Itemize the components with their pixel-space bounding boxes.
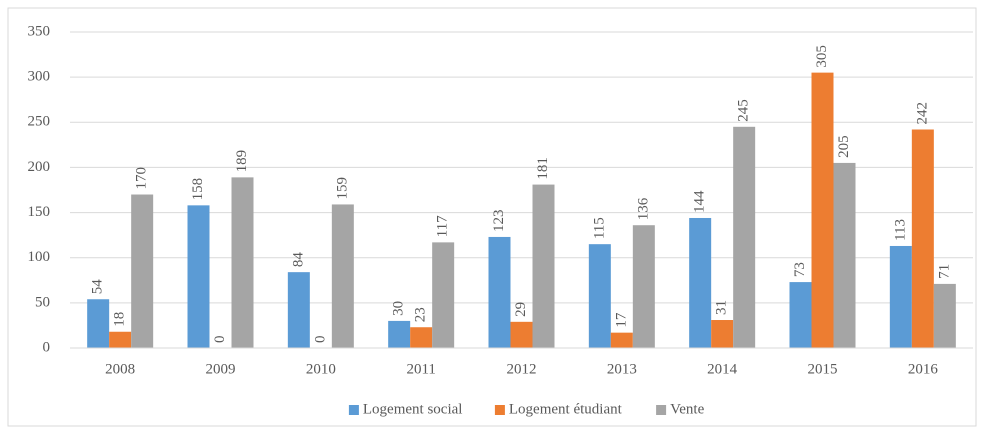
y-tick-label: 250 — [28, 114, 51, 130]
y-tick-label: 300 — [28, 69, 51, 85]
legend-label: Logement social — [363, 401, 463, 417]
data-label: 245 — [736, 99, 752, 122]
bar — [109, 331, 132, 348]
data-label: 17 — [613, 312, 629, 328]
bar — [87, 299, 110, 348]
data-label: 205 — [836, 135, 852, 158]
bar — [632, 225, 655, 348]
bar — [388, 320, 411, 348]
bar — [833, 162, 856, 348]
legend-label: Vente — [670, 401, 704, 417]
y-tick-label: 100 — [28, 249, 51, 265]
data-label: 0 — [212, 336, 228, 344]
bar — [610, 332, 633, 348]
data-label: 30 — [391, 301, 407, 316]
data-label: 0 — [312, 336, 328, 344]
bar — [711, 320, 734, 348]
bar — [488, 236, 511, 348]
data-label: 54 — [90, 279, 106, 295]
x-tick-label: 2015 — [808, 361, 838, 377]
y-tick-label: 50 — [35, 294, 50, 310]
x-tick-label: 2011 — [406, 361, 435, 377]
data-label: 242 — [914, 102, 930, 125]
bar — [811, 72, 834, 348]
bar — [331, 204, 354, 348]
data-label: 71 — [936, 264, 952, 279]
bar — [789, 282, 812, 348]
bar — [911, 129, 934, 348]
data-label: 84 — [290, 252, 306, 268]
legend-swatch — [494, 405, 505, 415]
data-label: 136 — [635, 197, 651, 220]
data-label: 123 — [491, 209, 507, 232]
data-label: 305 — [814, 45, 830, 68]
legend-swatch — [348, 405, 359, 415]
y-tick-label: 200 — [28, 159, 51, 175]
data-label: 144 — [692, 190, 708, 213]
data-label: 170 — [134, 167, 150, 190]
data-label: 73 — [792, 262, 808, 277]
bar — [733, 126, 756, 348]
bar — [432, 242, 455, 348]
data-label: 29 — [513, 302, 529, 317]
bar — [588, 244, 611, 348]
x-tick-label: 2008 — [105, 361, 135, 377]
bar — [689, 217, 712, 348]
bar — [410, 327, 433, 348]
bar — [532, 184, 555, 348]
data-label: 181 — [535, 157, 551, 180]
bar — [187, 205, 210, 348]
y-tick-label: 150 — [28, 204, 51, 220]
bar — [889, 245, 912, 348]
data-label: 115 — [591, 217, 607, 239]
data-label: 23 — [413, 307, 429, 322]
x-tick-label: 2010 — [306, 361, 336, 377]
legend-swatch — [656, 405, 667, 415]
data-label: 189 — [234, 150, 250, 173]
x-tick-label: 2014 — [707, 361, 738, 377]
data-label: 18 — [112, 312, 128, 327]
y-tick-label: 350 — [28, 23, 51, 39]
data-label: 31 — [714, 300, 730, 315]
bar — [131, 194, 154, 348]
bar — [510, 321, 533, 348]
bar — [287, 272, 310, 348]
x-tick-label: 2013 — [607, 361, 637, 377]
y-tick-label: 0 — [43, 339, 51, 355]
data-label: 158 — [190, 178, 206, 201]
data-label: 113 — [892, 219, 908, 241]
bar — [933, 283, 956, 348]
x-tick-label: 2016 — [908, 361, 939, 377]
data-label: 159 — [334, 177, 350, 200]
legend-label: Logement étudiant — [509, 401, 623, 417]
bar — [231, 177, 254, 348]
data-label: 117 — [435, 215, 451, 237]
x-tick-label: 2012 — [507, 361, 537, 377]
x-tick-label: 2009 — [206, 361, 236, 377]
